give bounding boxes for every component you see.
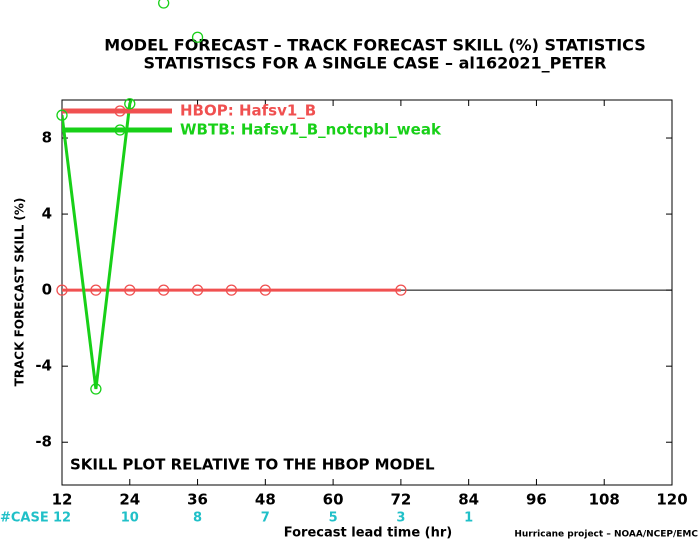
y-tick-label: 8 (42, 129, 52, 147)
chart-title: MODEL FORECAST – TRACK FORECAST SKILL (%… (104, 36, 645, 55)
x-tick-label: 96 (526, 491, 547, 509)
footer: Hurricane project – NOAA/NCEP/EMC (514, 530, 698, 540)
x-axis-label: Forecast lead time (hr) (284, 526, 452, 541)
x-tick-label: 48 (255, 491, 276, 509)
plot-frame (61, 99, 673, 486)
x-tick-label: 24 (119, 491, 140, 509)
case-count: 7 (261, 511, 270, 526)
series-line (62, 100, 133, 390)
y-tick-label: 4 (42, 205, 52, 223)
case-label: #CASE (0, 511, 49, 526)
series-marker (90, 284, 102, 296)
series-marker (158, 0, 170, 9)
series-marker (191, 31, 204, 43)
series-marker (90, 383, 102, 395)
x-tick-label: 36 (187, 491, 208, 509)
series-marker (395, 284, 407, 296)
case-count: 10 (121, 511, 139, 526)
x-tick-label: 72 (390, 491, 411, 509)
y-tick-label: 0 (42, 281, 52, 299)
case-count: 12 (53, 511, 71, 526)
series-marker (259, 284, 271, 296)
legend-marker (114, 124, 126, 136)
series-marker (56, 284, 68, 296)
annotation: SKILL PLOT RELATIVE TO THE HBOP MODEL (70, 456, 435, 474)
series-marker (124, 284, 136, 296)
x-tick-label: 108 (589, 491, 620, 509)
y-tick-label: -8 (35, 433, 52, 451)
series-marker (158, 284, 170, 296)
legend-label: WBTB: Hafsv1_B_notcpbl_weak (180, 121, 442, 139)
case-count: 3 (396, 511, 405, 526)
series-marker (124, 98, 136, 110)
legend-label: HBOP: Hafsv1_B (180, 102, 316, 120)
case-count: 1 (464, 511, 473, 526)
series-marker (225, 284, 238, 296)
series-marker (56, 109, 68, 121)
y-axis-label: TRACK FORECAST SKILL (%) (13, 198, 27, 387)
case-count: 5 (329, 511, 338, 526)
x-tick-label: 12 (52, 491, 73, 509)
chart-subtitle: STATISTISCS FOR A SINGLE CASE – al162021… (144, 54, 607, 73)
series-marker (191, 284, 204, 296)
x-tick-label: 84 (458, 491, 479, 509)
y-tick-label: -4 (35, 357, 52, 375)
x-tick-label: 60 (323, 491, 344, 509)
legend-marker (114, 105, 126, 117)
x-tick-label: 120 (656, 491, 687, 509)
case-count: 8 (193, 511, 202, 526)
